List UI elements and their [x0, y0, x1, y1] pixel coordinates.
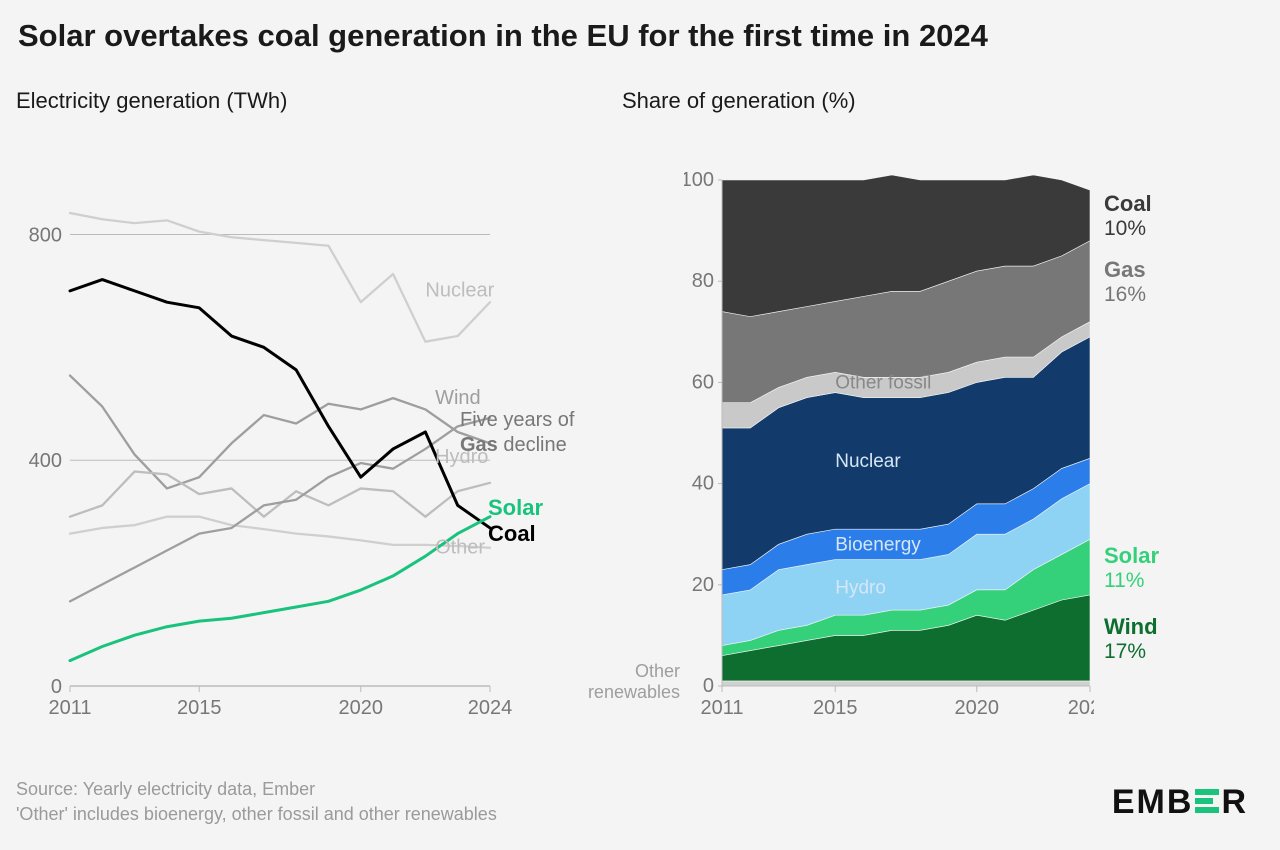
- page: { "title": "Solar overtakes coal generat…: [0, 0, 1280, 850]
- ember-logo: EMB R: [1112, 783, 1248, 824]
- svg-text:2011: 2011: [700, 697, 743, 719]
- line-end-labels: SolarCoal: [488, 160, 608, 730]
- source-footnote: Source: Yearly electricity data, Ember '…: [16, 777, 497, 826]
- svg-text:100: 100: [684, 169, 714, 191]
- logo-text-a: EMB: [1112, 783, 1194, 821]
- share-end-labels: Wind17%Solar11%Gas16%Coal10%: [1104, 160, 1254, 730]
- svg-text:Hydro: Hydro: [835, 577, 886, 598]
- logo-bars-icon: [1195, 785, 1219, 824]
- label-other-renewables: Otherrenewables: [570, 661, 680, 702]
- svg-text:Nuclear: Nuclear: [425, 280, 494, 302]
- logo-text-b: R: [1221, 783, 1248, 821]
- area-chart: 0 20 40 60 80 100 2011 2015 2020 2024 Hydro Bioener…: [684, 160, 1094, 730]
- svg-text:2015: 2015: [813, 697, 858, 719]
- subtitle-right: Share of generation (%): [622, 88, 856, 114]
- svg-text:2011: 2011: [48, 697, 91, 719]
- svg-text:Other: Other: [435, 536, 485, 558]
- svg-text:60: 60: [692, 371, 714, 393]
- svg-text:Nuclear: Nuclear: [835, 451, 901, 472]
- svg-text:2015: 2015: [177, 697, 222, 719]
- svg-text:400: 400: [29, 450, 62, 472]
- svg-text:2024: 2024: [1068, 697, 1094, 719]
- subtitle-left: Electricity generation (TWh): [16, 88, 287, 114]
- svg-text:Other fossil: Other fossil: [835, 372, 931, 393]
- svg-text:Bioenergy: Bioenergy: [835, 534, 921, 555]
- svg-text:40: 40: [692, 473, 714, 495]
- svg-text:800: 800: [29, 224, 62, 246]
- page-title: Solar overtakes coal generation in the E…: [18, 18, 988, 54]
- source-line-1: Source: Yearly electricity data, Ember: [16, 777, 497, 801]
- source-line-2: 'Other' includes bioenergy, other fossil…: [16, 802, 497, 826]
- svg-text:2020: 2020: [955, 697, 1000, 719]
- svg-text:Wind: Wind: [435, 387, 481, 409]
- svg-text:20: 20: [692, 574, 714, 596]
- svg-text:80: 80: [692, 270, 714, 292]
- svg-text:2020: 2020: [339, 697, 384, 719]
- svg-text:0: 0: [703, 675, 714, 697]
- svg-text:0: 0: [51, 676, 62, 698]
